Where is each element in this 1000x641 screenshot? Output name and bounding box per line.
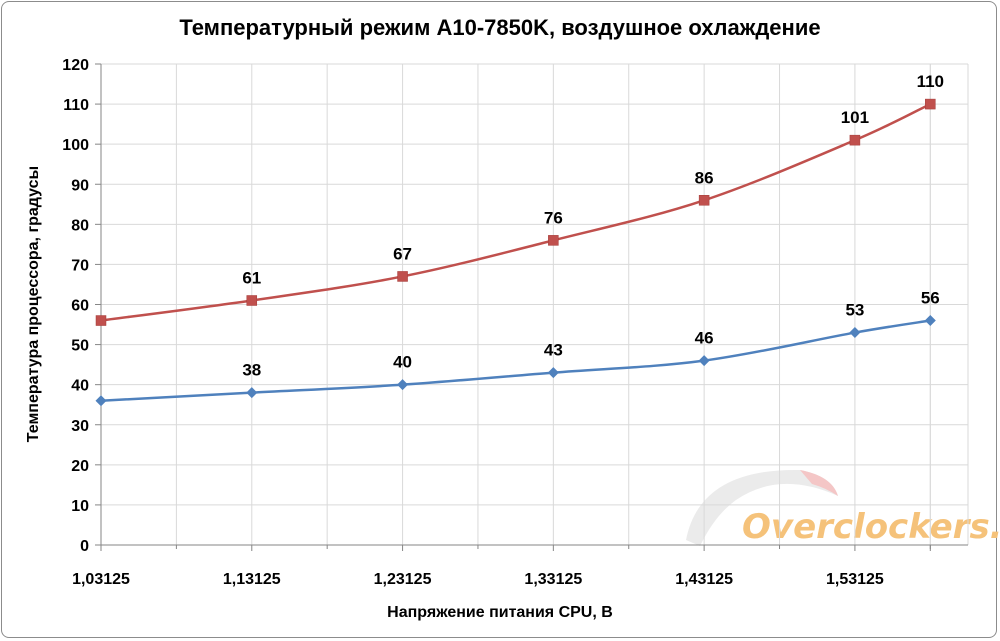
data-labels: 61 67 76 86 101 110 38 40 43 46 53 56 xyxy=(242,72,944,380)
y-tick-label: 80 xyxy=(71,217,89,234)
series-1-data-label: 46 xyxy=(695,329,714,348)
watermark-swoosh xyxy=(686,469,838,546)
series-0-point xyxy=(246,295,258,306)
y-tick-label: 10 xyxy=(71,498,89,515)
x-tick-label: 1,23125 xyxy=(374,571,432,588)
series-0-data-label: 101 xyxy=(841,108,869,127)
gridlines xyxy=(101,63,969,545)
series-1-point xyxy=(924,315,936,327)
series-0-line xyxy=(100,102,931,322)
series-0-point xyxy=(397,271,408,282)
watermark-text: Overclockers.ru xyxy=(742,507,1000,547)
series-1-point xyxy=(547,367,559,379)
series-1-point xyxy=(246,387,258,399)
y-tick-label: 110 xyxy=(63,97,89,114)
series-0-point xyxy=(548,235,559,246)
y-tick-label: 20 xyxy=(71,458,89,475)
series-0-data-label: 86 xyxy=(695,168,714,187)
y-tick-label: 70 xyxy=(71,257,89,274)
y-tick-label: 30 xyxy=(71,418,89,435)
x-axis-title: Напряжение питания CPU, В xyxy=(387,604,613,621)
y-tick-label: 40 xyxy=(71,378,89,395)
series-0-data-label: 67 xyxy=(393,244,412,263)
series-0-point xyxy=(849,134,861,146)
watermark-swoosh-accent xyxy=(800,470,838,496)
series-1-point xyxy=(397,379,409,391)
series-1-data-label: 38 xyxy=(242,361,261,380)
series-1-data-label: 40 xyxy=(393,353,412,372)
series-1-point xyxy=(849,327,861,339)
y-tick-label: 90 xyxy=(71,177,89,194)
y-tick-label: 60 xyxy=(71,298,89,315)
chart-title: Температурный режим A10-7850K, воздушное… xyxy=(179,15,820,40)
series-1-data-label: 56 xyxy=(921,289,940,308)
y-tick-label: 50 xyxy=(71,338,89,355)
series-0-data-label: 76 xyxy=(544,208,563,227)
y-tick-label: 0 xyxy=(80,538,89,555)
y-tick-label: 120 xyxy=(62,57,89,74)
series-0-point xyxy=(698,195,710,206)
x-tick-label: 1,13125 xyxy=(223,571,281,588)
series-1-line xyxy=(100,319,931,402)
watermark-logo: Overclockers.ru xyxy=(686,469,1000,547)
series-0-data-label: 61 xyxy=(242,268,261,287)
y-tick-label: 100 xyxy=(62,137,89,154)
x-tick-label: 1,03125 xyxy=(72,571,130,588)
series-1-data-label: 43 xyxy=(544,341,563,360)
axes: 0 10 20 30 40 50 60 70 80 90 100 110 120 1,03125 1,131… xyxy=(62,57,968,588)
series-layer xyxy=(95,98,936,407)
x-tick-label: 1,43125 xyxy=(675,571,733,588)
y-axis-title: Температура процессора, градусы xyxy=(25,166,42,442)
series-1-data-label: 53 xyxy=(845,301,864,320)
series-1-point xyxy=(698,355,710,367)
series-0-data-label: 110 xyxy=(917,72,944,91)
series-0-point xyxy=(925,98,936,110)
series-1-point xyxy=(95,395,107,407)
x-tick-label: 1,33125 xyxy=(524,571,582,588)
series-0-point xyxy=(95,315,107,326)
x-tick-label: 1,53125 xyxy=(826,571,884,588)
